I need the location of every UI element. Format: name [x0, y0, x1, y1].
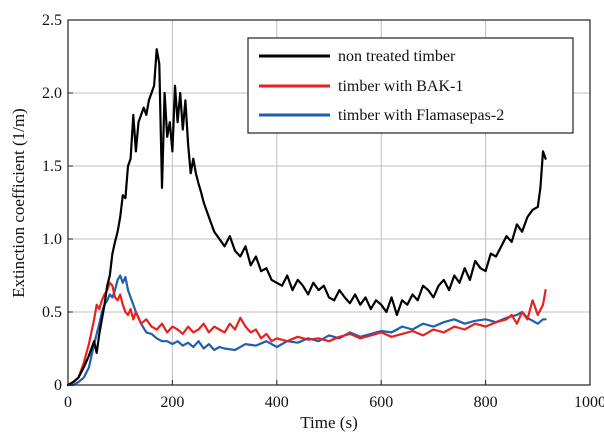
- legend-label-non-treated: non treated timber: [338, 48, 456, 65]
- y-tick-label: 0.5: [42, 304, 62, 321]
- legend-label-bak1: timber with BAK-1: [338, 78, 463, 95]
- x-tick-label: 0: [64, 394, 72, 411]
- legend: non treated timber timber with BAK-1 tim…: [247, 37, 574, 134]
- x-tick-label: 1000: [574, 394, 604, 411]
- series-line-1: [66, 281, 547, 387]
- y-tick-label: 1.0: [42, 231, 62, 248]
- x-tick-label: 800: [474, 394, 498, 411]
- y-tick-label: 0: [54, 377, 62, 394]
- y-tick-label: 1.5: [42, 158, 62, 175]
- x-tick-label: 200: [160, 394, 184, 411]
- series-line-0: [66, 48, 547, 387]
- x-tick-labels: 0 200 400 600 800 1000: [64, 394, 604, 411]
- x-tick-label: 600: [369, 394, 393, 411]
- legend-label-flamasepas2: timber with Flamasepas-2: [338, 107, 504, 124]
- axis-ticks: [67, 19, 591, 386]
- y-tick-label: 2.0: [42, 85, 62, 102]
- y-axis-title: Extinction coefficient (1/m): [9, 108, 28, 297]
- x-axis-title: Time (s): [300, 413, 357, 432]
- y-tick-labels: 0 0.5 1.0 1.5 2.0 2.5: [42, 12, 62, 394]
- y-tick-label: 2.5: [42, 12, 62, 29]
- x-tick-label: 400: [265, 394, 289, 411]
- plot-area-frame: [67, 19, 591, 386]
- series-lines: [66, 48, 547, 387]
